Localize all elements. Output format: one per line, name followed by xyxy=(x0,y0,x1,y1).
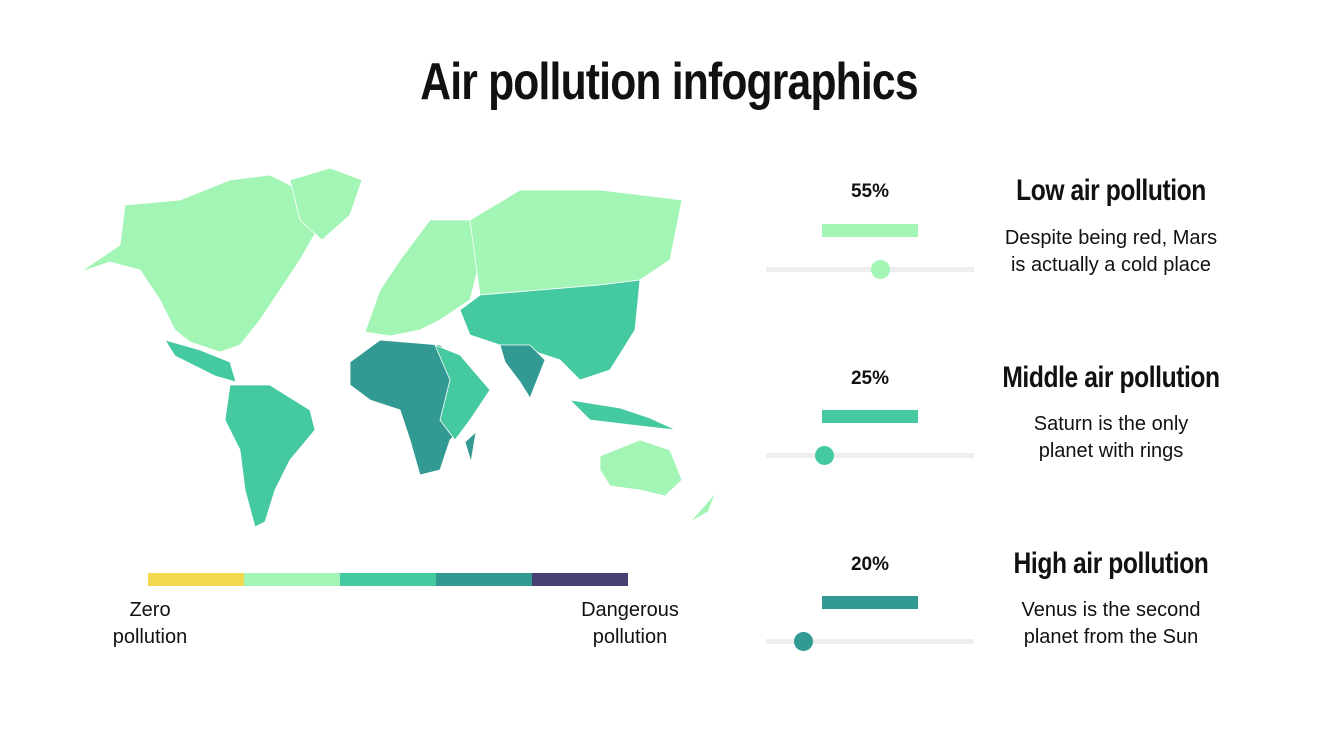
scale-dangerous xyxy=(532,573,628,586)
greenland xyxy=(289,167,363,241)
scale-zero xyxy=(148,573,244,586)
scale-low xyxy=(244,573,340,586)
level-percent: 55% xyxy=(850,181,890,202)
level-color-bar xyxy=(822,224,918,237)
east-africa xyxy=(434,344,491,441)
india xyxy=(499,344,546,399)
north-asia xyxy=(469,189,683,296)
level-percent: 20% xyxy=(850,554,890,575)
level-color-bar xyxy=(822,410,918,423)
world-map xyxy=(79,167,717,528)
level-heading: Low air pollution xyxy=(1016,174,1206,207)
level-slider[interactable] xyxy=(766,446,974,465)
level-desc-line2: planet with rings xyxy=(1038,440,1184,462)
level-heading: Middle air pollution xyxy=(1002,361,1220,394)
australia xyxy=(599,439,683,497)
scale-min-label: Zero pollution xyxy=(112,599,188,648)
north-america xyxy=(79,174,321,353)
southeast-asia-islands xyxy=(568,399,677,431)
scale-max-label: Dangerous pollution xyxy=(581,599,679,648)
south-america xyxy=(224,384,316,528)
slider-knob[interactable] xyxy=(815,446,835,465)
page-title: Air pollution infographics xyxy=(420,53,918,111)
central-america xyxy=(164,339,237,383)
central-asia xyxy=(459,279,641,381)
level-desc-line1: Despite being red, Mars xyxy=(1004,227,1218,249)
level-color-bar xyxy=(822,596,918,609)
europe xyxy=(364,219,481,337)
level-desc-line1: Venus is the second xyxy=(1021,599,1201,621)
level-percent: 25% xyxy=(850,368,890,389)
scale-high xyxy=(436,573,532,586)
level-heading: High air pollution xyxy=(1013,547,1209,580)
level-desc-line2: planet from the Sun xyxy=(1023,626,1199,648)
level-slider[interactable] xyxy=(766,632,974,651)
madagascar xyxy=(464,430,477,463)
level-desc-line1: Saturn is the only xyxy=(1033,413,1189,435)
slider-knob[interactable] xyxy=(871,260,891,279)
level-desc-line2: is actually a cold place xyxy=(1010,254,1212,276)
level-slider[interactable] xyxy=(766,260,974,279)
pollution-scale xyxy=(148,573,628,586)
scale-middle xyxy=(340,573,436,586)
slider-knob[interactable] xyxy=(794,632,814,651)
new-zealand xyxy=(689,491,717,523)
